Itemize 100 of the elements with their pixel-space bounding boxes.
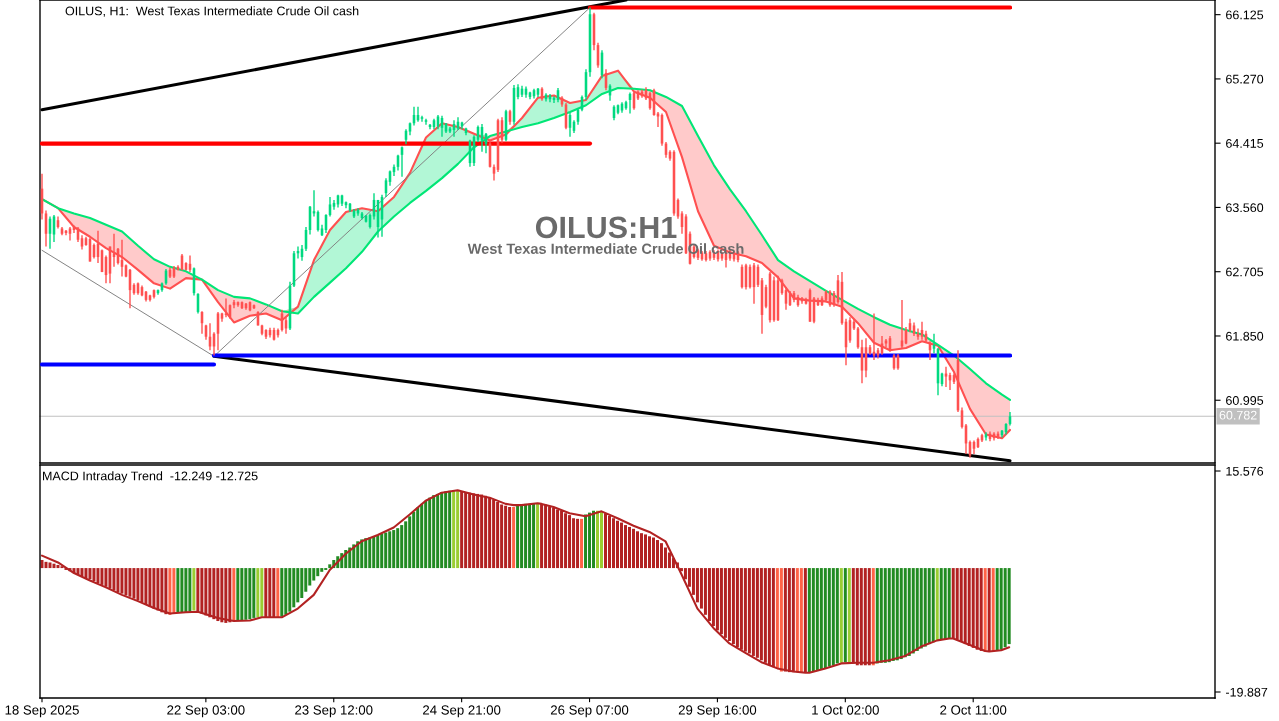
bar [416, 507, 420, 569]
bar [612, 518, 616, 569]
line-series [40, 489, 1011, 674]
bar [851, 568, 855, 664]
bar [651, 537, 655, 569]
bar [899, 568, 903, 660]
x-tick-label: 29 Sep 16:00 [678, 705, 757, 718]
bar [771, 568, 775, 668]
bar [388, 531, 392, 569]
bar [320, 568, 324, 572]
bar [979, 568, 983, 651]
bar [707, 568, 711, 622]
bar [580, 518, 584, 569]
bar [628, 526, 631, 569]
bar [244, 568, 248, 620]
bar [368, 537, 372, 569]
bar [955, 568, 959, 640]
chart-title: MACD Intraday Trend -12.249 -12.725 [43, 471, 258, 483]
bar [835, 568, 839, 664]
bar [364, 538, 368, 569]
bar [947, 568, 951, 639]
bar [276, 568, 280, 618]
ref-line-label: 60.782 [1219, 410, 1257, 420]
bar [184, 568, 188, 613]
bar [452, 490, 456, 569]
bar [212, 568, 216, 620]
bar [400, 525, 404, 569]
bar [236, 568, 240, 622]
bar [484, 495, 488, 569]
bar [180, 568, 184, 613]
bar [731, 568, 735, 645]
bar [903, 568, 907, 658]
bar [108, 568, 112, 589]
bar [456, 490, 460, 569]
bar [292, 568, 296, 608]
bar [232, 568, 236, 622]
y-tick-label: 64.415 [1226, 138, 1264, 148]
bar [815, 568, 819, 671]
bar [967, 568, 971, 646]
bar [975, 568, 979, 650]
bar [1003, 568, 1007, 648]
bar [240, 568, 244, 621]
bar [524, 503, 528, 569]
bar [300, 568, 304, 598]
bar [508, 507, 512, 569]
bar [819, 568, 823, 670]
bar [767, 568, 771, 666]
y-tick-label: -19.887 [1225, 687, 1268, 697]
bar [931, 568, 935, 643]
bar [799, 568, 803, 673]
y-tick-label: 15.576 [1226, 466, 1264, 476]
bar [743, 568, 747, 652]
y-tick-label: 61.850 [1226, 331, 1264, 341]
bar [807, 568, 811, 673]
bar [124, 568, 128, 596]
bar [200, 568, 204, 614]
bar [751, 568, 755, 656]
x-tick-label: 24 Sep 21:00 [423, 705, 501, 718]
bar [376, 535, 380, 569]
bar [576, 518, 580, 569]
bar [516, 505, 520, 569]
bar [152, 568, 156, 609]
bar [420, 503, 424, 569]
x-tick-label: 23 Sep 12:00 [295, 705, 373, 718]
bar [887, 568, 891, 663]
bar [635, 531, 639, 569]
bar [995, 568, 999, 651]
bar [464, 492, 468, 569]
bar [440, 492, 444, 569]
bar [855, 568, 859, 666]
bar [116, 568, 120, 593]
bar [919, 568, 923, 649]
bar [755, 568, 759, 658]
bar [763, 568, 767, 663]
bar [588, 512, 592, 569]
bar [256, 568, 260, 618]
bar [891, 568, 895, 661]
bar [144, 568, 148, 605]
bar [572, 518, 576, 569]
bar [663, 547, 667, 569]
y-tick-label: 66.125 [1226, 10, 1264, 20]
bar [468, 492, 472, 569]
bar [164, 568, 168, 615]
bar [284, 568, 288, 615]
bar [823, 568, 827, 669]
bar [288, 568, 292, 612]
bar [536, 503, 540, 569]
bar [667, 552, 671, 569]
bar [44, 561, 48, 569]
bar [496, 502, 500, 569]
bar [252, 568, 256, 618]
bar [907, 568, 911, 656]
bar [432, 495, 436, 569]
bar [839, 568, 843, 663]
bar [84, 568, 88, 579]
bar [991, 568, 995, 652]
bar [643, 534, 647, 569]
bar [120, 568, 124, 594]
bar [48, 562, 52, 569]
bar [775, 568, 779, 670]
